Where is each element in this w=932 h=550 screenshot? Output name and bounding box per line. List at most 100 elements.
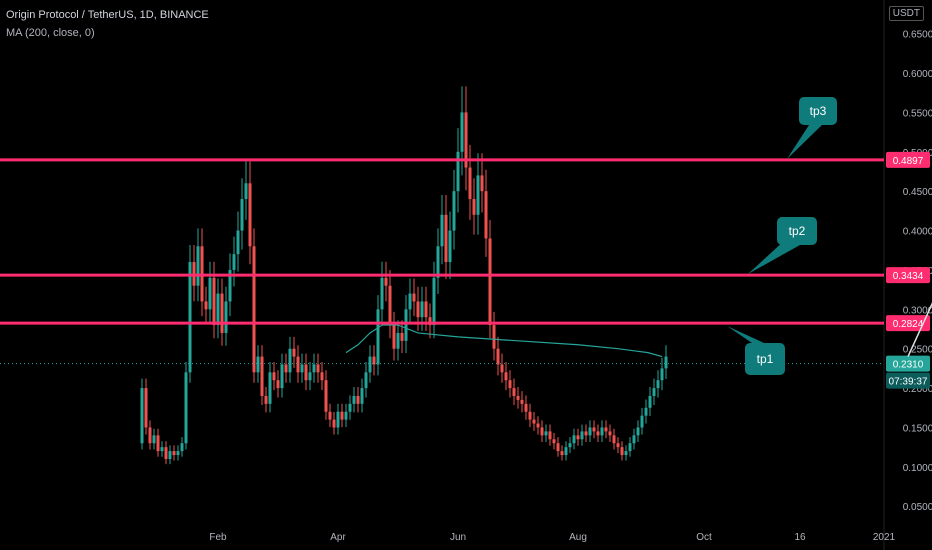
candle: [176, 445, 180, 461]
candle: [500, 353, 504, 383]
x-tick-label: Apr: [330, 532, 346, 543]
candle: [300, 353, 304, 383]
candle-body: [152, 435, 156, 444]
candle-body: [364, 372, 368, 389]
candle-body: [416, 301, 420, 318]
candle-body: [508, 380, 512, 389]
candle: [612, 428, 616, 450]
candle-body: [304, 364, 308, 381]
candle-body: [664, 356, 668, 369]
candle-body: [428, 317, 432, 326]
candle: [564, 441, 568, 461]
candle-body: [636, 427, 640, 436]
candle-body: [644, 407, 648, 416]
candle-body: [560, 451, 564, 456]
candle: [528, 403, 532, 428]
candle: [184, 361, 188, 450]
candle-body: [180, 443, 184, 452]
candle: [320, 361, 324, 391]
candle-body: [444, 214, 448, 263]
candle-body: [540, 427, 544, 436]
candle-body: [372, 356, 376, 365]
candles: [140, 86, 668, 465]
callout-label: tp3: [810, 104, 827, 118]
candle-body: [556, 443, 560, 452]
candle: [580, 424, 584, 446]
candle: [556, 437, 560, 457]
candle-body: [452, 191, 456, 231]
candle: [224, 286, 228, 346]
candle-body: [608, 431, 612, 436]
candle-body: [420, 301, 424, 318]
y-tick-label: 0.6000: [903, 69, 932, 80]
candle: [292, 336, 296, 368]
candle-body: [344, 411, 348, 420]
candle: [340, 403, 344, 428]
y-tick-label: 0.2000: [903, 384, 932, 395]
candle: [392, 311, 396, 361]
candle-body: [172, 451, 176, 456]
candle-body: [380, 277, 384, 310]
ma-200-line: [345, 324, 663, 358]
candle: [140, 378, 144, 450]
candle: [144, 378, 148, 435]
candle-body: [236, 230, 240, 255]
candle-body: [588, 427, 592, 436]
candle: [304, 353, 308, 391]
candle: [576, 428, 580, 446]
candle: [164, 441, 168, 465]
candle: [260, 345, 264, 405]
candle-body: [268, 372, 272, 404]
candle-body: [376, 309, 380, 365]
candle-body: [232, 254, 236, 270]
last-price-bg: [886, 355, 930, 372]
candle: [328, 403, 332, 428]
candle: [452, 169, 456, 250]
candle-body: [648, 395, 652, 408]
candle: [232, 236, 236, 287]
candle: [148, 420, 152, 450]
x-tick-label: 2021: [873, 532, 896, 543]
candle: [616, 437, 620, 454]
candle-body: [148, 427, 152, 444]
candle: [180, 437, 184, 457]
level-label-bg: [886, 267, 930, 284]
candle: [252, 228, 256, 383]
candle-body: [228, 269, 232, 302]
candle: [636, 420, 640, 442]
candle: [280, 353, 284, 398]
callout-tp3: tp3: [787, 97, 837, 159]
level-label-bg: [886, 151, 930, 168]
candle-body: [472, 199, 476, 215]
candle: [220, 278, 224, 346]
candle: [656, 370, 660, 398]
candle-body: [352, 395, 356, 404]
candle: [460, 86, 464, 176]
candle: [352, 386, 356, 413]
candle-body: [532, 419, 536, 424]
candle-body: [296, 356, 300, 373]
candle-body: [640, 415, 644, 428]
candle-body: [440, 214, 444, 247]
candle: [484, 169, 488, 257]
candle: [332, 412, 336, 435]
candle: [196, 228, 200, 302]
candle: [236, 211, 240, 272]
candle-body: [632, 435, 636, 444]
candle-body: [216, 293, 220, 326]
candle: [372, 345, 376, 376]
candle: [596, 424, 600, 442]
currency-badge[interactable]: USDT: [888, 6, 924, 21]
candle-body: [212, 277, 216, 326]
callout-box: [777, 217, 817, 245]
level-label-bg: [886, 315, 930, 332]
candle-body: [164, 447, 168, 459]
candle: [572, 428, 576, 450]
x-tick-label: Aug: [569, 532, 587, 543]
candle: [388, 270, 392, 339]
callout-box: [745, 343, 785, 375]
x-tick-label: Oct: [696, 532, 712, 543]
last-price-label: 0.2310: [893, 360, 924, 371]
level-label: 0.2824: [893, 319, 924, 330]
